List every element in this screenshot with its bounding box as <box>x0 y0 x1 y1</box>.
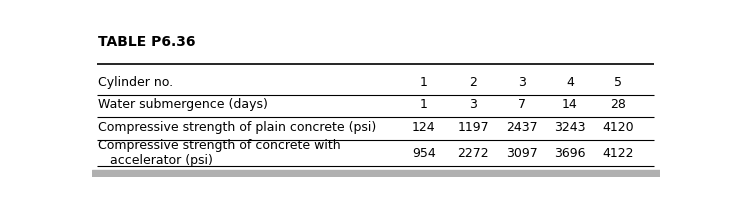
Text: 954: 954 <box>412 147 436 160</box>
Text: 1: 1 <box>420 98 428 111</box>
Text: 1: 1 <box>420 76 428 89</box>
Text: 2272: 2272 <box>457 147 489 160</box>
Text: 3696: 3696 <box>554 147 586 160</box>
Text: Compressive strength of concrete with
   accelerator (psi): Compressive strength of concrete with ac… <box>98 139 341 167</box>
Text: TABLE P6.36: TABLE P6.36 <box>98 35 196 49</box>
Text: 3: 3 <box>517 76 526 89</box>
Text: 28: 28 <box>611 98 626 111</box>
Text: 2: 2 <box>469 76 477 89</box>
Text: 5: 5 <box>614 76 622 89</box>
Bar <box>92 170 660 177</box>
Text: 124: 124 <box>412 121 435 134</box>
Text: Compressive strength of plain concrete (psi): Compressive strength of plain concrete (… <box>98 121 377 134</box>
Text: 3097: 3097 <box>506 147 537 160</box>
Text: Cylinder no.: Cylinder no. <box>98 76 174 89</box>
Text: 14: 14 <box>562 98 578 111</box>
Text: Water submergence (days): Water submergence (days) <box>98 98 268 111</box>
Text: 1197: 1197 <box>457 121 489 134</box>
Text: 4: 4 <box>566 76 574 89</box>
Text: 2437: 2437 <box>506 121 537 134</box>
Text: 4122: 4122 <box>603 147 634 160</box>
Text: 7: 7 <box>517 98 526 111</box>
Text: 4120: 4120 <box>603 121 634 134</box>
Text: 3243: 3243 <box>554 121 586 134</box>
Text: 3: 3 <box>469 98 477 111</box>
